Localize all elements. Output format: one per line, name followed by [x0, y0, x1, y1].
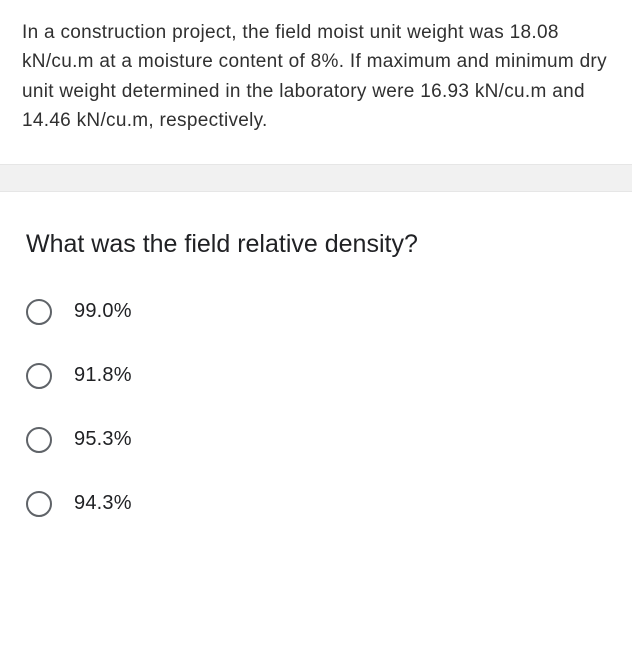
- context-text: In a construction project, the field moi…: [22, 22, 607, 131]
- option-label: 99.0%: [74, 300, 132, 323]
- question-prompt: What was the field relative density?: [26, 230, 606, 259]
- radio-icon[interactable]: [26, 299, 52, 325]
- option-row[interactable]: 99.0%: [26, 299, 606, 325]
- section-divider: [0, 164, 632, 192]
- option-row[interactable]: 95.3%: [26, 427, 606, 453]
- radio-icon[interactable]: [26, 363, 52, 389]
- question-block: What was the field relative density? 99.…: [0, 192, 632, 565]
- option-row[interactable]: 91.8%: [26, 363, 606, 389]
- context-block: In a construction project, the field moi…: [0, 0, 632, 164]
- option-label: 95.3%: [74, 428, 132, 451]
- option-label: 94.3%: [74, 492, 132, 515]
- radio-icon[interactable]: [26, 491, 52, 517]
- option-row[interactable]: 94.3%: [26, 491, 606, 517]
- option-label: 91.8%: [74, 364, 132, 387]
- radio-icon[interactable]: [26, 427, 52, 453]
